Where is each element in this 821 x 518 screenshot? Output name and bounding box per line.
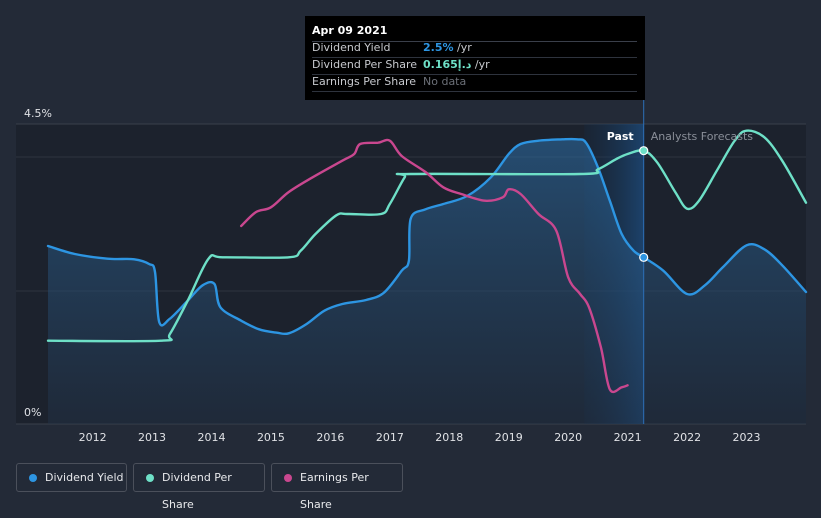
dividend-yield-area <box>48 139 806 425</box>
tooltip-value: 2.5% /yr <box>423 40 472 56</box>
tooltip-value: No data <box>423 75 467 88</box>
legend-dividend-yield[interactable]: Dividend Yield <box>16 463 127 492</box>
x-tick-label: 2012 <box>79 431 107 444</box>
tooltip-row-dividend-yield: Dividend Yield 2.5% /yr <box>312 40 637 58</box>
legend-dividend-per-share[interactable]: Dividend Per Share <box>133 463 265 511</box>
area-layer <box>48 139 806 425</box>
tooltip-value-number: 0.165د.إ <box>423 58 472 71</box>
marker-layer <box>639 146 649 262</box>
x-tick-label: 2017 <box>376 431 404 444</box>
dividend-yield-marker <box>639 252 649 262</box>
x-tick-label: 2013 <box>138 431 166 444</box>
hover-tooltip: Apr 09 2021 Dividend Yield 2.5% /yr Divi… <box>305 16 645 100</box>
line-layer <box>46 129 808 394</box>
dividend-per-share-marker <box>639 146 649 156</box>
analysts-forecasts-label: Analysts Forecasts <box>651 130 754 143</box>
dividend-yield-line <box>46 137 808 336</box>
tooltip-label: Dividend Per Share <box>312 58 418 71</box>
x-tick-label: 2014 <box>197 431 225 444</box>
x-tick-label: 2023 <box>733 431 761 444</box>
x-axis-ticks: 2012 2013 2014 2015 2016 2017 2018 2019 2020 2021… <box>79 431 761 444</box>
tooltip-value: 0.165د.إ /yr <box>423 57 490 73</box>
tooltip-row-earnings-per-share: Earnings Per Share No data <box>312 74 637 92</box>
tooltip-label: Dividend Yield <box>312 41 391 54</box>
past-label: Past <box>607 130 634 143</box>
x-tick-label: 2019 <box>495 431 523 444</box>
y-axis-label-bottom: 0% <box>24 406 41 419</box>
x-tick-label: 2021 <box>614 431 642 444</box>
legend-dot-icon <box>29 474 37 482</box>
x-tick-label: 2018 <box>435 431 463 444</box>
tooltip-value-unit: /yr <box>471 58 490 71</box>
y-axis-label-top: 4.5% <box>24 107 52 120</box>
x-tick-label: 2016 <box>316 431 344 444</box>
legend-label: Dividend Yield <box>45 471 124 484</box>
tooltip-label: Earnings Per Share <box>312 75 417 88</box>
x-tick-label: 2020 <box>554 431 582 444</box>
dividend-per-share-line <box>46 129 808 343</box>
legend-dot-icon <box>284 474 292 482</box>
earnings-per-share-line <box>240 138 629 394</box>
tooltip-value-number: 2.5% <box>423 41 454 54</box>
legend-earnings-per-share[interactable]: Earnings Per Share <box>271 463 403 511</box>
tooltip-row-dividend-per-share: Dividend Per Share 0.165د.إ /yr <box>312 57 637 75</box>
legend-dot-icon <box>146 474 154 482</box>
x-tick-label: 2015 <box>257 431 285 444</box>
x-tick-label: 2022 <box>673 431 701 444</box>
tooltip-value-unit: /yr <box>453 41 472 54</box>
tooltip-date: Apr 09 2021 <box>312 24 637 42</box>
